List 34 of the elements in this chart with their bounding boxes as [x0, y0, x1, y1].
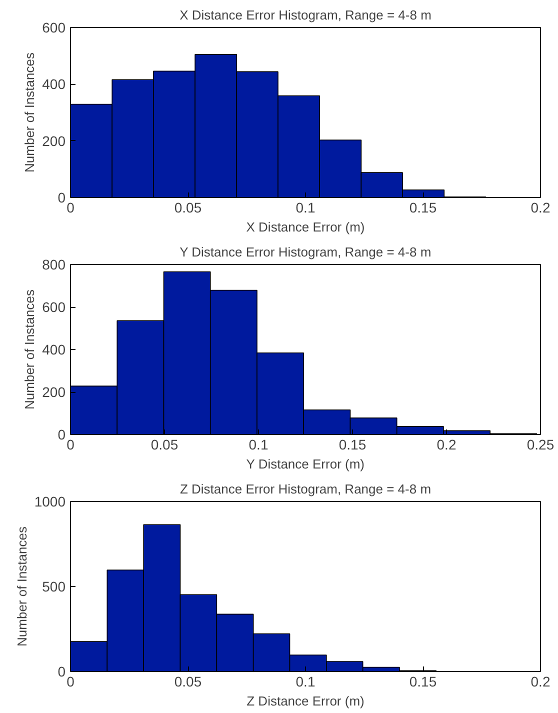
y-tick-label: 400 — [42, 76, 66, 92]
x-tick-label: 0.2 — [436, 436, 456, 452]
y-tick-label: 1000 — [34, 494, 66, 510]
x-tick-label: 0.2 — [530, 674, 550, 690]
x-tick-label: 0.05 — [174, 200, 202, 216]
y-tick-label: 0 — [58, 426, 66, 442]
x-axis-title: Y Distance Error (m) — [246, 456, 365, 472]
chart-title: Y Distance Error Histogram, Range = 4-8 m — [180, 244, 432, 260]
x-tick-label: 0.1 — [248, 436, 268, 452]
y-tick-label: 600 — [42, 20, 66, 36]
x-tick-label: 0.05 — [174, 674, 202, 690]
y-tick-label: 400 — [42, 342, 66, 358]
y-tick-label: 200 — [42, 132, 66, 149]
y-tick-label: 200 — [42, 384, 66, 400]
x-axis-title: X Distance Error (m) — [246, 220, 365, 234]
x-tick-label: 0.05 — [150, 436, 178, 452]
x-axis-title: Z Distance Error (m) — [246, 694, 364, 708]
y-tick-label: 600 — [42, 299, 66, 315]
y-axis-title: Number of Instances — [22, 289, 38, 410]
x-tick-label: 0.25 — [526, 436, 554, 452]
chart-title: Z Distance Error Histogram, Range = 4-8 m — [180, 482, 432, 496]
chart-title: X Distance Error Histogram, Range = 4-8 m — [180, 8, 432, 22]
y-tick-label: 0 — [58, 664, 66, 680]
y-axis-title: Number of Instances — [14, 526, 30, 646]
y-tick-label: 500 — [42, 578, 66, 594]
x-tick-label: 0.2 — [530, 200, 550, 216]
y-tick-label: 800 — [42, 256, 66, 272]
x-tick-label: 0.15 — [338, 436, 366, 452]
x-tick-label: 0.15 — [409, 200, 437, 216]
y-tick-label: 0 — [58, 190, 66, 206]
x-tick-label: 0.1 — [296, 674, 316, 690]
x-tick-label: 0.1 — [296, 200, 316, 216]
x-tick-label: 0.15 — [409, 674, 437, 690]
y-axis-title: Number of Instances — [22, 52, 38, 172]
